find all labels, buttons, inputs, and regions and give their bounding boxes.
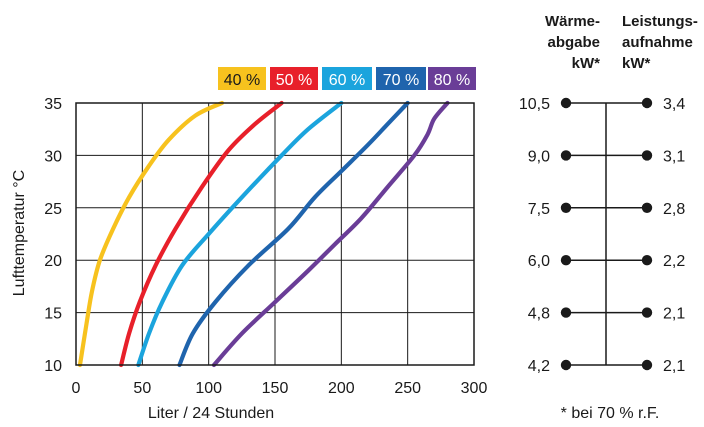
waerme-value: 10,5 — [519, 96, 550, 113]
legend-label: 40 % — [224, 72, 260, 89]
waerme-value: 9,0 — [528, 148, 550, 165]
row-dot-right — [641, 359, 653, 371]
waerme-value: 7,5 — [528, 201, 550, 218]
y-axis-label: Lufttemperatur °C — [11, 170, 28, 296]
x-tick-label: 300 — [461, 380, 488, 397]
plot-border — [75, 102, 475, 366]
waerme-value: 4,8 — [528, 306, 550, 323]
y-tick-label: 10 — [44, 358, 62, 375]
table-row: 7,5 2,8 — [528, 201, 686, 218]
power-table: Wärme-abgabe kW* Leistungs-aufnahme kW* 10,5… — [519, 13, 698, 422]
legend-label: 70 % — [383, 72, 419, 89]
row-dot-left — [560, 359, 572, 371]
legend-label: 60 % — [329, 72, 365, 89]
row-dot-left — [560, 255, 572, 266]
y-tick-label: 25 — [44, 201, 62, 218]
legend: 40 % 50 % 60 % 70 % 80 % — [218, 67, 476, 90]
row-dot-left — [560, 202, 572, 213]
footnote: * bei 70 % r.F. — [561, 405, 660, 422]
table-row: 9,0 3,1 — [528, 148, 686, 165]
table-row: 6,0 2,2 — [528, 253, 686, 270]
series-line-4 — [177, 100, 410, 368]
waerme-value: 6,0 — [528, 253, 550, 270]
plot-frame — [75, 102, 475, 366]
x-tick-label: 200 — [328, 380, 355, 397]
y-tick-label: 35 — [44, 96, 62, 113]
x-tick-label: 0 — [72, 380, 81, 397]
y-tick-label: 20 — [44, 253, 62, 270]
row-dot-left — [560, 307, 572, 318]
legend-swatch — [322, 67, 372, 90]
row-dot-right — [641, 307, 653, 318]
header-leistung: kW* — [622, 55, 651, 72]
x-tick-label: 250 — [394, 380, 421, 397]
header-waerme: abgabe — [547, 34, 600, 51]
leistung-value: 2,2 — [663, 253, 685, 270]
row-dot-right — [641, 97, 653, 109]
y-tick-label: 15 — [44, 306, 62, 323]
x-axis-label: Liter / 24 Stunden — [148, 405, 274, 422]
leistung-value: 3,1 — [663, 148, 685, 165]
header-leistung: Leistungs- — [622, 13, 698, 30]
plot-lines — [77, 100, 450, 368]
x-tick-label: 100 — [195, 380, 222, 397]
leistung-value: 2,1 — [663, 306, 685, 323]
row-dot-right — [641, 202, 653, 213]
series-line-5 — [211, 100, 450, 368]
tick-labels: 0 50 100 150 200 250 300 10 15 20 25 30 35 — [44, 96, 487, 397]
row-dot-left — [560, 150, 572, 161]
legend-swatch — [428, 67, 476, 90]
series-line-3 — [136, 100, 344, 368]
legend-swatch — [218, 67, 266, 90]
series-line-2 — [119, 100, 284, 368]
leistung-value: 3,4 — [663, 96, 685, 113]
waerme-value: 4,2 — [528, 358, 550, 375]
legend-swatch — [376, 67, 426, 90]
header-leistung: aufnahme — [622, 34, 693, 51]
series-line-1 — [77, 100, 225, 368]
x-tick-label: 150 — [262, 380, 289, 397]
legend-label: 50 % — [276, 72, 312, 89]
table-row: 4,8 2,1 — [528, 306, 686, 323]
row-dot-right — [641, 150, 653, 161]
header-waerme: Wärme- — [545, 13, 600, 30]
leistung-value: 2,1 — [663, 358, 685, 375]
row-dot-right — [641, 255, 653, 266]
y-tick-label: 30 — [44, 148, 62, 165]
row-dot-left — [560, 97, 572, 109]
leistung-value: 2,8 — [663, 201, 685, 218]
header-waerme: kW* — [572, 55, 601, 72]
x-tick-label: 50 — [133, 380, 151, 397]
table-row: 4,2 2,1 — [528, 358, 686, 375]
table-row: 10,5 3,4 — [519, 96, 685, 113]
plot-grid — [76, 103, 474, 365]
legend-swatch — [270, 67, 318, 90]
legend-label: 80 % — [434, 72, 470, 89]
